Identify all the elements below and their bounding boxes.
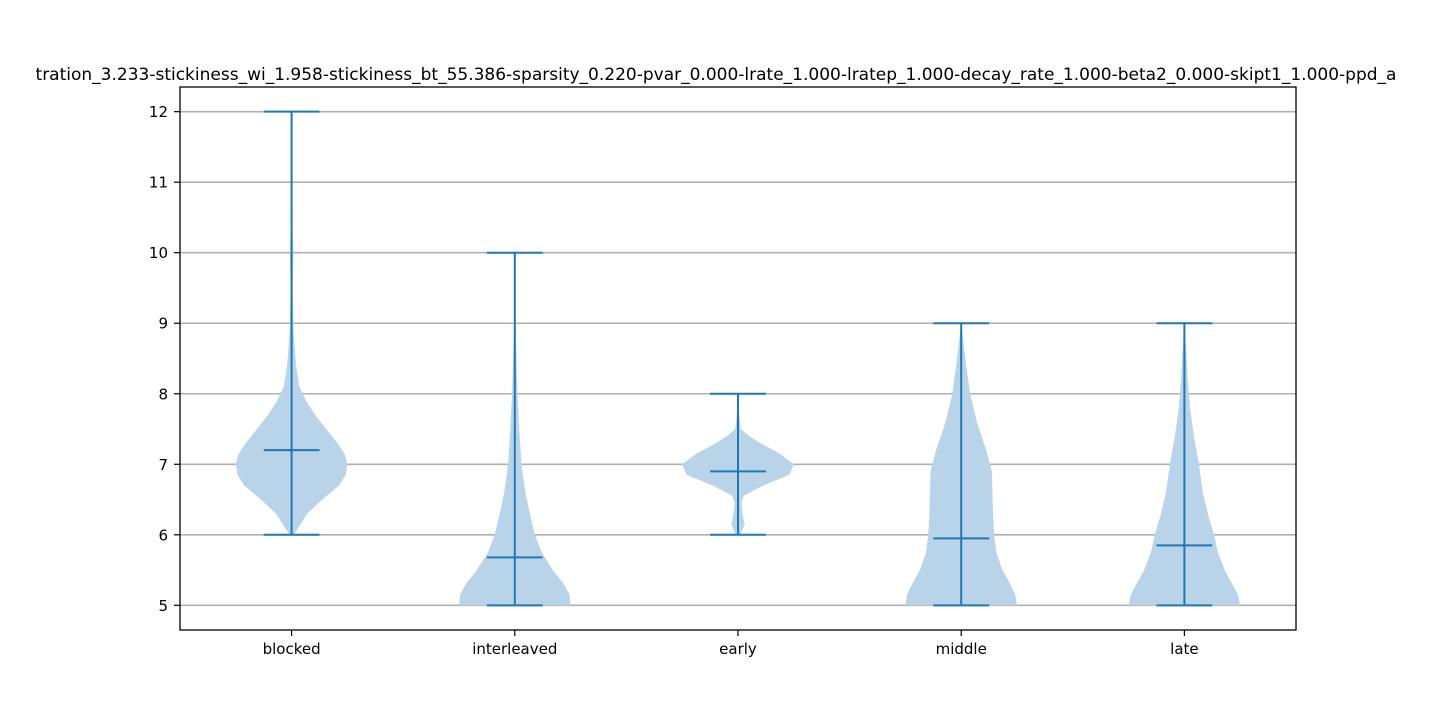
x-tick-label: late (1170, 640, 1198, 658)
x-tick-label: interleaved (472, 640, 557, 658)
x-axis: blocked interleaved early middle late (263, 630, 1199, 658)
y-tick-label: 6 (158, 526, 168, 544)
x-tick-label: middle (936, 640, 987, 658)
x-tick-label: early (719, 640, 757, 658)
y-tick-label: 5 (158, 597, 168, 615)
y-tick-label: 10 (149, 244, 168, 262)
y-tick-label: 12 (149, 103, 168, 121)
plot-frame (179, 86, 1297, 631)
y-tick-label: 8 (158, 385, 168, 403)
violin-stat-lines (263, 110, 1213, 607)
y-tick-label: 9 (158, 315, 168, 333)
chart-title: tration_3.233-stickiness_wi_1.958-sticki… (36, 65, 1397, 85)
y-tick-label: 7 (158, 456, 168, 474)
y-tick-label: 11 (149, 174, 168, 192)
y-axis: 5 6 7 8 9 10 11 12 (149, 103, 180, 615)
x-tick-label: blocked (263, 640, 321, 658)
